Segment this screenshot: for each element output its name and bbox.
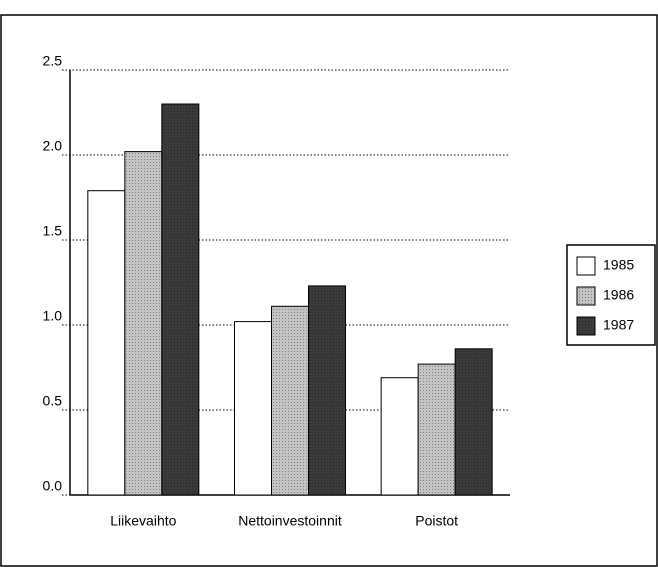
legend-texture — [577, 317, 595, 335]
bar-texture — [455, 348, 493, 495]
bar-texture — [418, 364, 456, 495]
y-tick-label: 2.0 — [43, 138, 63, 154]
frame — [0, 14, 658, 567]
bar-texture — [124, 151, 162, 495]
x-tick-label: Nettoinvestoinnit — [238, 513, 342, 529]
legend-label: 1987 — [603, 317, 634, 333]
bar — [234, 321, 272, 496]
bar-texture — [161, 104, 199, 495]
legend-swatch — [576, 256, 596, 276]
bar-texture — [308, 285, 346, 495]
bar-texture — [271, 306, 309, 495]
y-tick-label: 1.0 — [43, 308, 63, 324]
bar — [87, 190, 126, 496]
legend-label: 1985 — [603, 257, 634, 273]
y-tick-label: 2.5 — [43, 53, 63, 69]
x-tick-label: Liikevaihto — [110, 513, 176, 529]
x-tick-label: Poistot — [415, 513, 458, 529]
legend-texture — [577, 287, 595, 305]
y-tick-label: 0.0 — [43, 478, 63, 494]
legend-label: 1986 — [603, 287, 634, 303]
y-tick-label: 1.5 — [43, 223, 63, 239]
y-tick-label: 0.5 — [43, 393, 63, 409]
bar — [380, 377, 419, 496]
